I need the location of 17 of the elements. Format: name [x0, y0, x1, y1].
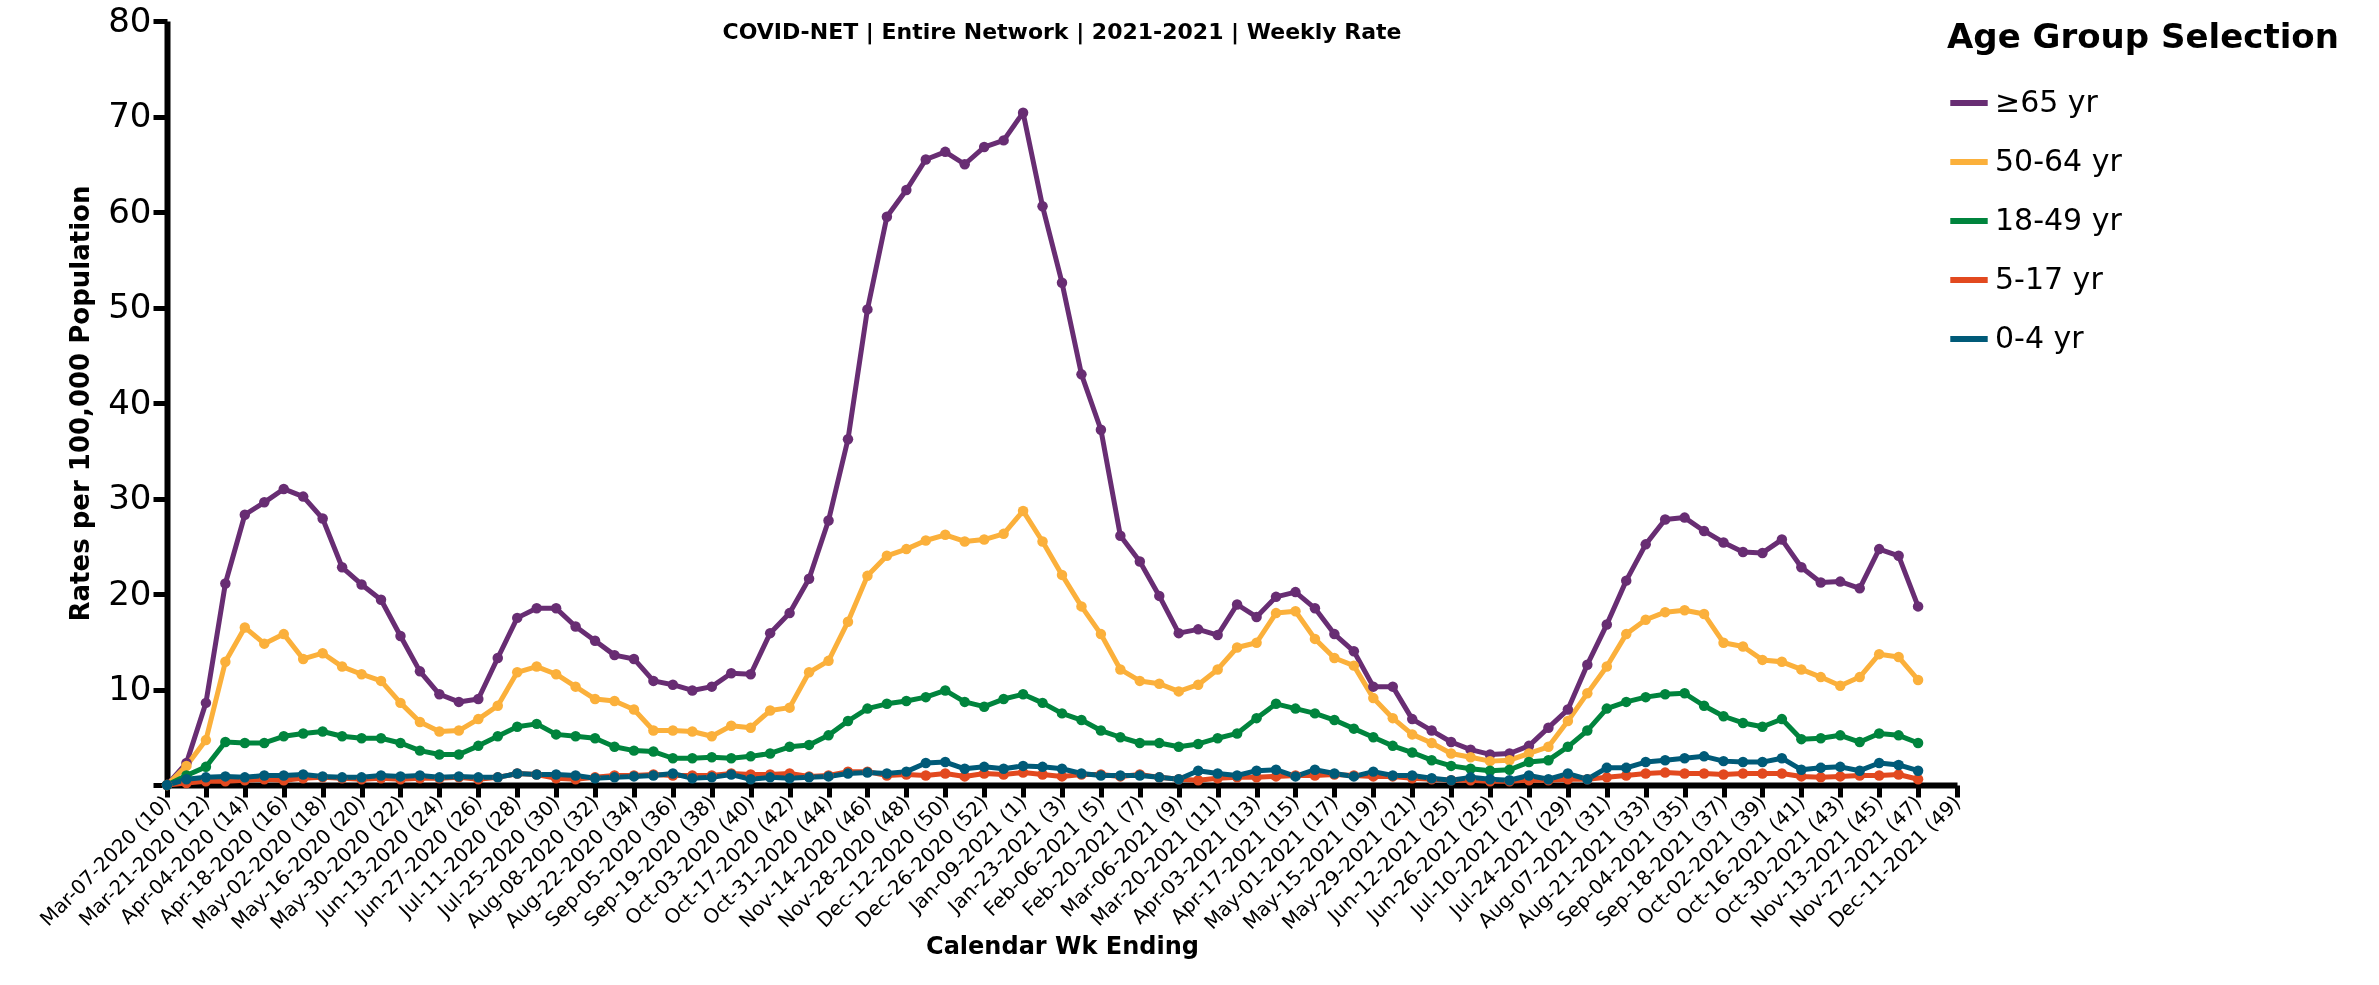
y-tick-label: 50 — [108, 286, 152, 326]
legend-label: 18-49 yr — [1995, 202, 2123, 237]
chart-title: COVID-NET | Entire Network | 2021-2021 | Weekly Rate — [722, 19, 1402, 45]
y-tick-label: 80 — [108, 0, 152, 40]
y-tick-label: 30 — [108, 477, 152, 517]
y-tick-label: 10 — [108, 668, 152, 708]
legend-label: 50-64 yr — [1995, 143, 2123, 178]
legend-title: Age Group Selection — [1947, 16, 2339, 56]
legend-label: ≥65 yr — [1995, 84, 2099, 119]
legend-label: 0-4 yr — [1995, 320, 2085, 355]
x-axis-title: Calendar Wk Ending — [926, 932, 1199, 961]
y-axis-title: Rates per 100,000 Population — [65, 185, 96, 622]
legend-label: 5-17 yr — [1995, 261, 2104, 296]
y-tick-label: 20 — [108, 572, 152, 613]
y-tick-label: 60 — [108, 190, 152, 231]
y-tick-label: 40 — [108, 381, 152, 422]
y-tick-label: 70 — [108, 95, 152, 135]
